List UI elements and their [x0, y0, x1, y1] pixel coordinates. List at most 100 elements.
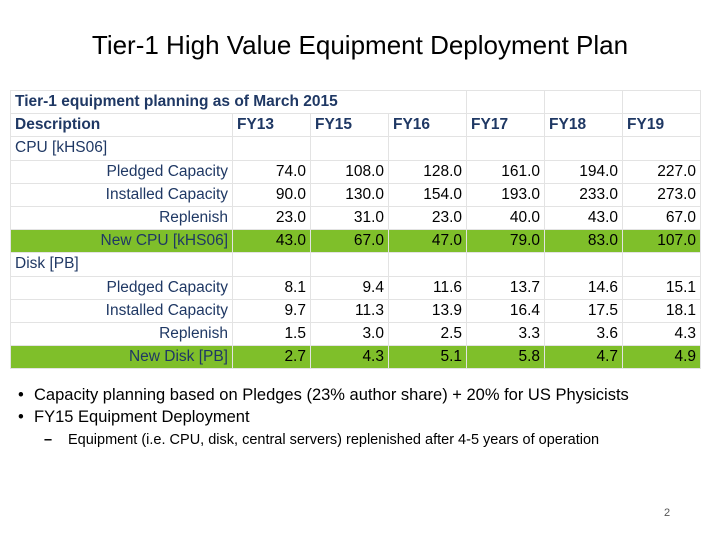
column-header-year: FY17 [466, 113, 546, 138]
value-cell: 108.0 [310, 160, 389, 184]
section-row: Disk [PB] [10, 252, 702, 277]
sub-bullet-item: – Equipment (i.e. CPU, disk, central ser… [44, 432, 708, 448]
value-cell: 193.0 [466, 183, 546, 207]
bullet-text: FY15 Equipment Deployment [34, 408, 250, 426]
bullet-marker: • [18, 408, 24, 426]
empty-cell [388, 136, 468, 161]
column-header-year: FY19 [622, 113, 702, 138]
equipment-table-container: Tier-1 equipment planning as of March 20… [9, 89, 702, 374]
value-cell: 107.0 [622, 229, 702, 254]
value-cell: 17.5 [544, 299, 624, 323]
empty-cell [388, 252, 468, 277]
value-cell: 9.7 [232, 299, 311, 323]
highlight-row: New CPU [kHS06] 43.0 67.0 47.0 79.0 83.0 107.0 [10, 229, 702, 254]
empty-cell [544, 89, 624, 115]
value-cell: 13.9 [388, 299, 468, 323]
value-cell: 4.3 [310, 345, 389, 370]
empty-cell [466, 89, 546, 115]
value-cell: 1.5 [232, 322, 311, 347]
value-cell: 14.6 [544, 276, 624, 300]
table-row: Installed Capacity 9.7 11.3 13.9 16.4 17.5 18.… [10, 299, 702, 323]
value-cell: 11.3 [310, 299, 389, 323]
bullet-item: • Capacity planning based on Pledges (23… [18, 386, 708, 408]
empty-cell [622, 252, 702, 277]
value-cell: 4.9 [622, 345, 702, 370]
value-cell: 273.0 [622, 183, 702, 207]
equipment-planning-table: Tier-1 equipment planning as of March 20… [9, 89, 702, 370]
value-cell: 47.0 [388, 229, 468, 254]
value-cell: 4.7 [544, 345, 624, 370]
value-cell: 79.0 [466, 229, 546, 254]
empty-cell [466, 136, 546, 161]
value-cell: 2.5 [388, 322, 468, 347]
value-cell: 5.8 [466, 345, 546, 370]
value-cell: 23.0 [388, 206, 468, 231]
table-row: Pledged Capacity 8.1 9.4 11.6 13.7 14.6 15.1 [10, 276, 702, 300]
value-cell: 74.0 [232, 160, 311, 184]
column-header-year: FY13 [232, 113, 311, 138]
column-header-year: FY16 [388, 113, 468, 138]
value-cell: 227.0 [622, 160, 702, 184]
value-cell: 40.0 [466, 206, 546, 231]
section-row: CPU [kHS06] [10, 136, 702, 161]
value-cell: 9.4 [310, 276, 389, 300]
column-header-description: Description [10, 113, 233, 138]
empty-cell [466, 252, 546, 277]
empty-cell [232, 252, 311, 277]
highlight-row: New Disk [PB] 2.7 4.3 5.1 5.8 4.7 4.9 [10, 345, 702, 370]
table-row: Pledged Capacity 74.0 108.0 128.0 161.0 194.0… [10, 160, 702, 184]
value-cell: 43.0 [544, 206, 624, 231]
section-label: CPU [kHS06] [10, 136, 233, 161]
table-row: Installed Capacity 90.0 130.0 154.0 193.0 233… [10, 183, 702, 207]
empty-cell [310, 136, 389, 161]
empty-cell [544, 252, 624, 277]
bullet-text: Capacity planning based on Pledges (23% … [34, 386, 629, 404]
value-cell: 67.0 [622, 206, 702, 231]
bullet-item: • FY15 Equipment Deployment [18, 408, 708, 430]
column-header-year: FY18 [544, 113, 624, 138]
value-cell: 130.0 [310, 183, 389, 207]
value-cell: 194.0 [544, 160, 624, 184]
row-label: Pledged Capacity [10, 160, 233, 184]
value-cell: 161.0 [466, 160, 546, 184]
table-row: Replenish 1.5 3.0 2.5 3.3 3.6 4.3 [10, 322, 702, 347]
row-label: New Disk [PB] [10, 345, 233, 370]
value-cell: 154.0 [388, 183, 468, 207]
row-label: Replenish [10, 206, 233, 231]
empty-cell [622, 89, 702, 115]
value-cell: 16.4 [466, 299, 546, 323]
value-cell: 3.6 [544, 322, 624, 347]
empty-cell [310, 252, 389, 277]
table-title-row: Tier-1 equipment planning as of March 20… [9, 89, 702, 115]
column-header-year: FY15 [310, 113, 389, 138]
value-cell: 2.7 [232, 345, 311, 370]
value-cell: 11.6 [388, 276, 468, 300]
slide-title: Tier-1 High Value Equipment Deployment P… [91, 30, 629, 60]
value-cell: 90.0 [232, 183, 311, 207]
value-cell: 31.0 [310, 206, 389, 231]
sub-bullet-marker: – [44, 432, 53, 448]
value-cell: 128.0 [388, 160, 468, 184]
table-row: Replenish 23.0 31.0 23.0 40.0 43.0 67.0 [10, 206, 702, 231]
section-label: Disk [PB] [10, 252, 233, 277]
value-cell: 233.0 [544, 183, 624, 207]
empty-cell [544, 136, 624, 161]
value-cell: 67.0 [310, 229, 389, 254]
value-cell: 8.1 [232, 276, 311, 300]
sub-bullet-text: Equipment (i.e. CPU, disk, central serve… [68, 432, 600, 448]
value-cell: 23.0 [232, 206, 311, 231]
table-title: Tier-1 equipment planning as of March 20… [9, 89, 468, 115]
row-label: Replenish [10, 322, 233, 347]
row-label: New CPU [kHS06] [10, 229, 233, 254]
bullet-marker: • [18, 386, 24, 404]
value-cell: 18.1 [622, 299, 702, 323]
value-cell: 15.1 [622, 276, 702, 300]
value-cell: 13.7 [466, 276, 546, 300]
page-number: 2 [664, 507, 671, 519]
row-label: Installed Capacity [10, 183, 233, 207]
table-header-row: Description FY13 FY15 FY16 FY17 FY18 FY19 [10, 113, 702, 138]
bullet-list: • Capacity planning based on Pledges (23… [18, 386, 708, 448]
value-cell: 4.3 [622, 322, 702, 347]
value-cell: 83.0 [544, 229, 624, 254]
empty-cell [232, 136, 311, 161]
